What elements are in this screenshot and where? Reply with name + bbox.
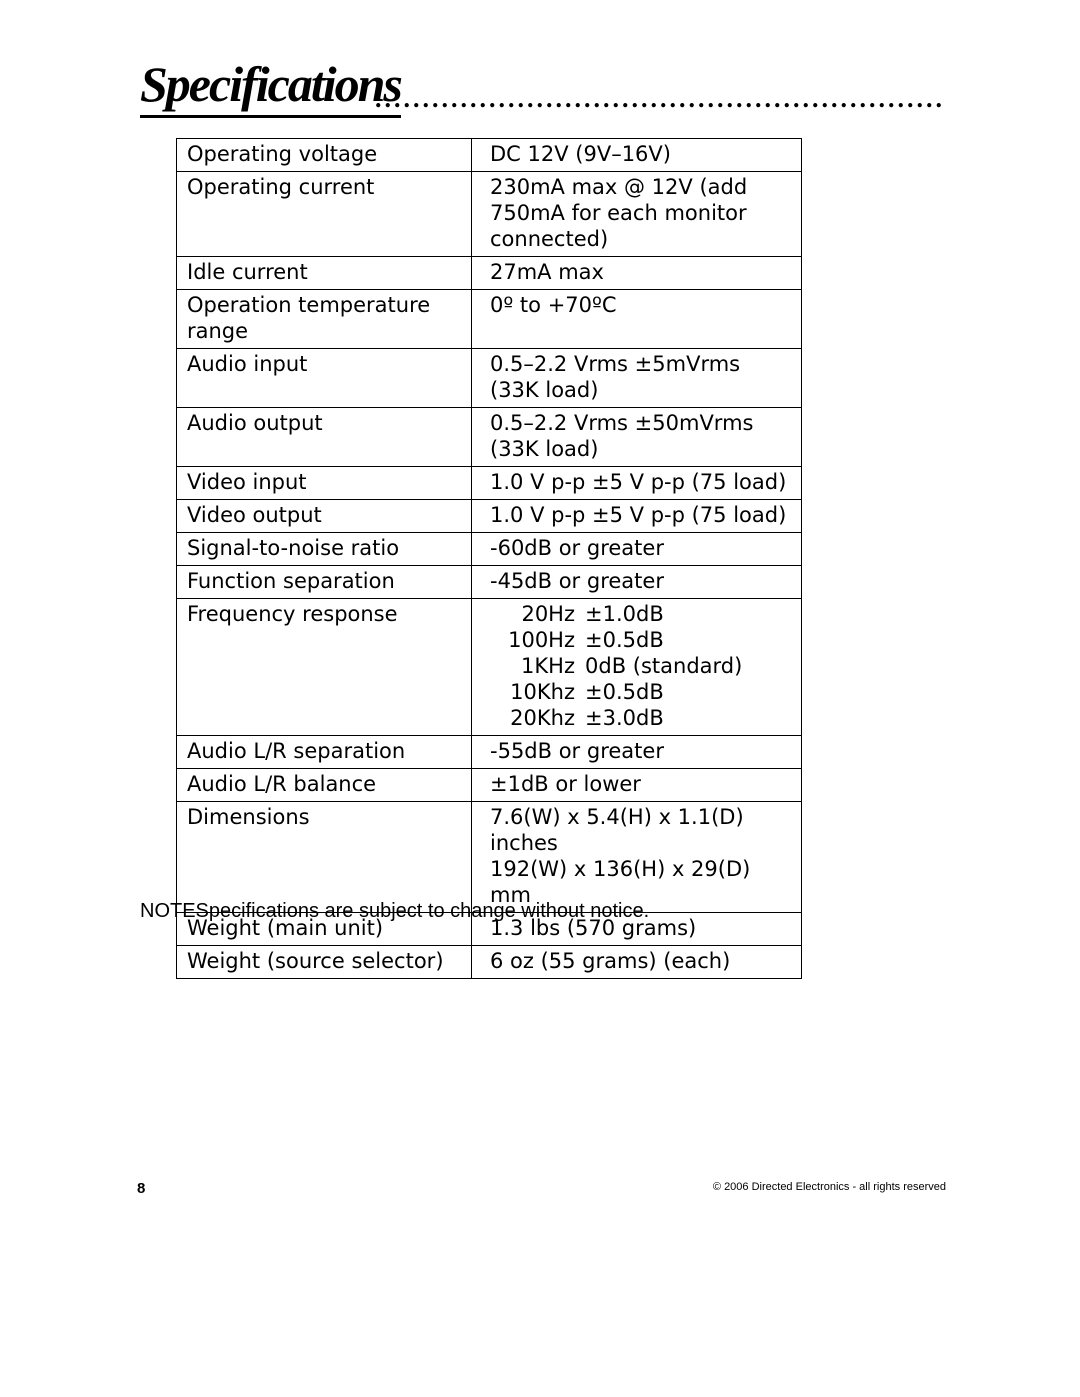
spec-label: Audio L/R separation: [177, 736, 472, 769]
spec-value: 1.0 V p-p ±5 V p-p (75 load): [472, 467, 802, 500]
spec-value: DC 12V (9V–16V): [472, 139, 802, 172]
table-row: Frequency response 20Hz ±1.0dB 100Hz ±0.5dB 1…: [177, 599, 802, 736]
page-number: 8: [137, 1180, 145, 1197]
note-text: NOTESpecifications are subject to change…: [140, 900, 649, 923]
freq-db: ±0.5dB: [585, 679, 791, 705]
table-row: Dimensions7.6(W) x 5.4(H) x 1.1(D) inche…: [177, 802, 802, 913]
freq-hz: 100Hz: [490, 627, 575, 653]
table-row: Operating current230mA max @ 12V (add 75…: [177, 172, 802, 257]
heading-dot-leader: ........................................…: [375, 94, 945, 108]
freq-hz: 1KHz: [490, 653, 575, 679]
spec-label: Idle current: [177, 257, 472, 290]
spec-label: Weight (source selector): [177, 946, 472, 979]
freq-db: ±3.0dB: [585, 705, 791, 731]
table-row: Video output1.0 V p-p ±5 V p-p (75 load): [177, 500, 802, 533]
table-row: Operation temperature range0º to +70ºC: [177, 290, 802, 349]
table-row: Signal-to-noise ratio-60dB or greater: [177, 533, 802, 566]
table-row: Audio input0.5–2.2 Vrms ±5mVrms(33K load…: [177, 349, 802, 408]
spec-label: Operating current: [177, 172, 472, 257]
spec-label: Frequency response: [177, 599, 472, 736]
freq-db: ±1.0dB: [585, 601, 791, 627]
spec-label: Signal-to-noise ratio: [177, 533, 472, 566]
frequency-response-grid: 20Hz ±1.0dB 100Hz ±0.5dB 1KHz 0dB (standard) 1…: [490, 601, 791, 731]
freq-hz: 20Hz: [490, 601, 575, 627]
table-row: Audio L/R balance±1dB or lower: [177, 769, 802, 802]
freq-hz: 10Khz: [490, 679, 575, 705]
spec-value: 6 oz (55 grams) (each): [472, 946, 802, 979]
spec-label: Audio input: [177, 349, 472, 408]
spec-value: 20Hz ±1.0dB 100Hz ±0.5dB 1KHz 0dB (standard) 1…: [472, 599, 802, 736]
spec-value: -60dB or greater: [472, 533, 802, 566]
spec-label: Function separation: [177, 566, 472, 599]
spec-label: Audio output: [177, 408, 472, 467]
table-row: Video input1.0 V p-p ±5 V p-p (75 load): [177, 467, 802, 500]
specifications-table: Operating voltageDC 12V (9V–16V)Operatin…: [176, 138, 802, 979]
spec-label: Operation temperature range: [177, 290, 472, 349]
spec-value: 230mA max @ 12V (add 750mA for each moni…: [472, 172, 802, 257]
specifications-table-body: Operating voltageDC 12V (9V–16V)Operatin…: [177, 139, 802, 979]
table-row: Idle current27mA max: [177, 257, 802, 290]
freq-db: ±0.5dB: [585, 627, 791, 653]
page-title: Specifications: [140, 55, 401, 118]
spec-label: Video input: [177, 467, 472, 500]
spec-value: 0.5–2.2 Vrms ±5mVrms(33K load): [472, 349, 802, 408]
spec-value: 1.0 V p-p ±5 V p-p (75 load): [472, 500, 802, 533]
table-row: Audio L/R separation-55dB or greater: [177, 736, 802, 769]
spec-label: Operating voltage: [177, 139, 472, 172]
spec-value: 0.5–2.2 Vrms ±50mVrms(33K load): [472, 408, 802, 467]
spec-value: ±1dB or lower: [472, 769, 802, 802]
freq-db: 0dB (standard): [585, 653, 791, 679]
spec-label: Video output: [177, 500, 472, 533]
copyright-text: © 2006 Directed Electronics - all rights…: [713, 1181, 946, 1193]
spec-value: -45dB or greater: [472, 566, 802, 599]
spec-value: -55dB or greater: [472, 736, 802, 769]
table-row: Audio output0.5–2.2 Vrms ±50mVrms(33K lo…: [177, 408, 802, 467]
table-row: Function separation-45dB or greater: [177, 566, 802, 599]
spec-value: 0º to +70ºC: [472, 290, 802, 349]
spec-label: Dimensions: [177, 802, 472, 913]
page: Specifications .........................…: [0, 0, 1080, 1397]
spec-value: 7.6(W) x 5.4(H) x 1.1(D) inches192(W) x …: [472, 802, 802, 913]
table-row: Operating voltageDC 12V (9V–16V): [177, 139, 802, 172]
spec-value: 27mA max: [472, 257, 802, 290]
table-row: Weight (source selector)6 oz (55 grams) …: [177, 946, 802, 979]
freq-hz: 20Khz: [490, 705, 575, 731]
spec-label: Audio L/R balance: [177, 769, 472, 802]
